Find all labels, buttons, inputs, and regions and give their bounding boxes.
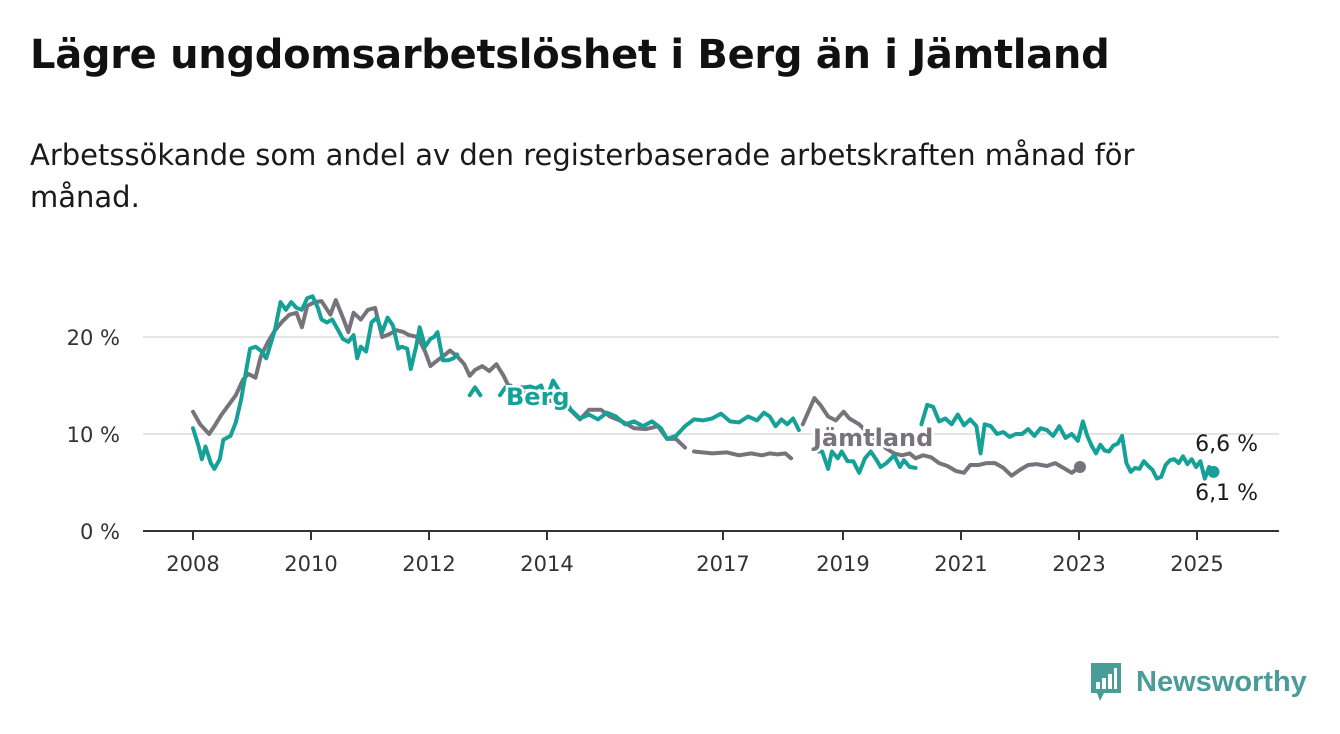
bar-chart-logo-icon bbox=[1091, 663, 1121, 701]
line-chart: 0 % 10 % 20 % 2008 2010 2012 2014 2017 2019 2021… bbox=[67, 294, 1279, 576]
end-point-marker bbox=[1207, 465, 1220, 478]
y-tick-label: 20 % bbox=[67, 326, 120, 350]
chart-title: Lägre ungdomsarbetslöshet i Berg än i Jä… bbox=[30, 32, 1110, 78]
x-tick-label: 2012 bbox=[402, 552, 455, 576]
series-line-jmtland bbox=[191, 298, 687, 450]
series-line-berg bbox=[816, 449, 918, 475]
x-tick-label: 2021 bbox=[934, 552, 987, 576]
x-tick-label: 2010 bbox=[284, 552, 337, 576]
x-tick-label: 2019 bbox=[816, 552, 869, 576]
series-labels: 6,6 % 6,1 % Berg Jämtland bbox=[504, 381, 1259, 507]
y-axis-tick-labels: 0 % 10 % 20 % bbox=[67, 326, 120, 544]
series-line-berg bbox=[191, 294, 460, 471]
brand-name: Newsworthy bbox=[1136, 665, 1307, 698]
x-tick-label: 2023 bbox=[1052, 552, 1105, 576]
grid-lines bbox=[143, 336, 1279, 435]
series-name-label: Jämtland bbox=[811, 424, 933, 452]
series-line-berg bbox=[467, 385, 483, 398]
x-tick-label: 2025 bbox=[1170, 552, 1223, 576]
newsworthy-brand[interactable]: Newsworthy bbox=[1088, 660, 1307, 704]
series-line-jmtland bbox=[692, 449, 794, 461]
x-tick-label: 2014 bbox=[520, 552, 573, 576]
y-tick-label: 10 % bbox=[67, 423, 120, 447]
series-line-berg bbox=[919, 402, 1216, 481]
series-line-berg bbox=[498, 378, 801, 441]
end-value-label: 6,1 % bbox=[1195, 481, 1258, 506]
series-lines bbox=[191, 294, 1216, 481]
end-point-marker bbox=[1074, 460, 1086, 473]
y-tick-label: 0 % bbox=[80, 520, 120, 544]
x-tick-label: 2008 bbox=[166, 552, 219, 576]
series-line-jmtland bbox=[800, 396, 1082, 478]
chart-subtitle: Arbetssökande som andel av den registerb… bbox=[30, 138, 1135, 214]
series-name-label: Berg bbox=[506, 383, 570, 411]
x-axis: 2008 2010 2012 2014 2017 2019 2021 2023 2025 bbox=[143, 530, 1279, 576]
x-tick-label: 2017 bbox=[696, 552, 749, 576]
end-value-label: 6,6 % bbox=[1195, 432, 1258, 457]
